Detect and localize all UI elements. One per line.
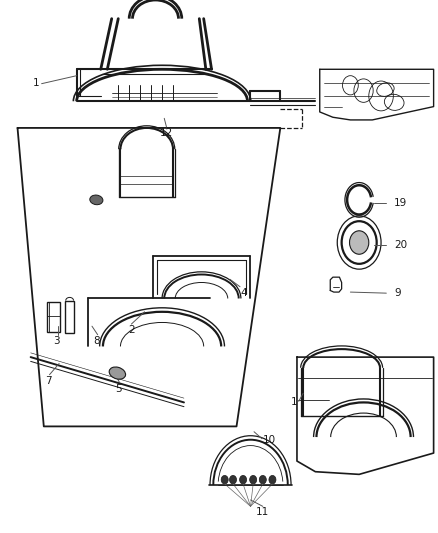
Bar (47, 302, 60, 332)
Text: 8: 8 (93, 336, 100, 346)
Text: 7: 7 (45, 376, 52, 386)
Circle shape (269, 475, 276, 484)
Circle shape (221, 475, 228, 484)
Circle shape (230, 475, 237, 484)
Text: 9: 9 (394, 288, 401, 298)
Ellipse shape (109, 367, 126, 379)
Circle shape (259, 475, 266, 484)
Text: 3: 3 (53, 336, 60, 346)
Bar (65, 301, 74, 333)
Text: 20: 20 (394, 240, 407, 250)
Text: 11: 11 (256, 507, 269, 518)
Circle shape (350, 231, 369, 254)
Text: 10: 10 (263, 435, 276, 445)
Text: 19: 19 (394, 198, 407, 207)
Text: 1: 1 (33, 78, 39, 87)
Text: 12: 12 (160, 128, 173, 138)
Text: 1: 1 (291, 398, 298, 407)
Text: 2: 2 (128, 325, 135, 335)
Text: 5: 5 (115, 384, 122, 394)
Text: 4: 4 (241, 288, 247, 298)
Circle shape (250, 475, 257, 484)
Circle shape (240, 475, 247, 484)
Ellipse shape (90, 195, 103, 205)
